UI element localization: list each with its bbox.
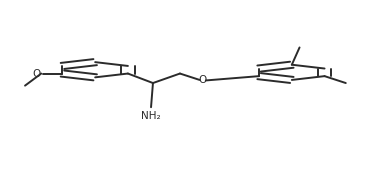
Text: NH₂: NH₂ <box>141 111 161 121</box>
Text: O: O <box>198 76 206 85</box>
Text: O: O <box>32 69 41 78</box>
